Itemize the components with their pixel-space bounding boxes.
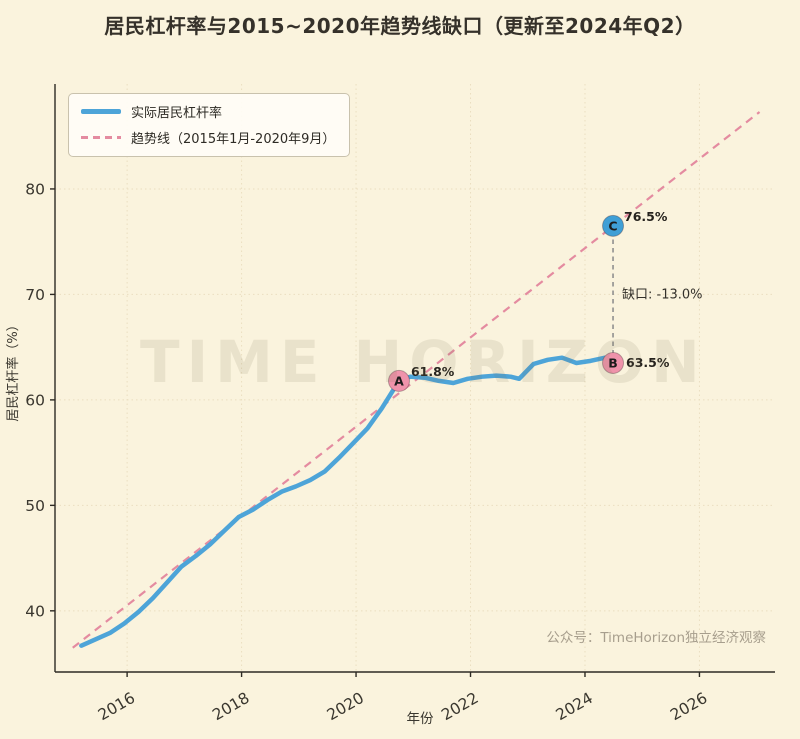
actual-line-swatch-icon: [81, 109, 121, 114]
x-tick-label: 2020: [324, 689, 367, 724]
chart-title: 居民杠杆率与2015~2020年趋势线缺口（更新至2024年Q2）: [104, 14, 696, 38]
legend-box: 实际居民杠杆率 趋势线（2015年1月-2020年9月）: [68, 93, 351, 157]
x-tick-label: 2016: [95, 689, 138, 724]
x-tick-label: 2022: [438, 689, 481, 724]
legend-trend-label: 趋势线（2015年1月-2020年9月）: [131, 132, 336, 147]
legend-item-trend: 趋势线（2015年1月-2020年9月）: [81, 128, 335, 147]
marker-letter-a: A: [394, 373, 404, 388]
trend-line: [72, 111, 761, 649]
legend-item-actual: 实际居民杠杆率: [81, 102, 335, 121]
x-tick-label: 2018: [209, 689, 252, 724]
marker-value-label-c: 76.5%: [624, 209, 668, 224]
marker-letter-c: C: [608, 218, 617, 233]
marker-letter-b: B: [608, 355, 618, 370]
marker-point-b: [602, 351, 625, 374]
marker-point-a: [387, 369, 410, 392]
y-tick-label: 70: [25, 286, 45, 304]
trend-line-swatch-icon: [81, 136, 121, 139]
y-tick-label: 50: [25, 497, 45, 515]
x-axis-label: 年份: [407, 711, 434, 727]
gap-annotation-label: 缺口: -13.0%: [622, 287, 703, 302]
y-axis-label: 居民杠杆率（%）: [5, 318, 21, 421]
y-tick-label: 60: [25, 391, 45, 409]
x-tick-label: 2024: [553, 689, 596, 724]
legend-actual-label: 实际居民杠杆率: [131, 106, 223, 121]
y-tick-label: 80: [25, 180, 45, 198]
credit-text: 公众号：TimeHorizon独立经济观察: [546, 630, 766, 646]
actual-line: [79, 355, 616, 648]
marker-value-label-a: 61.8%: [411, 364, 455, 379]
y-tick-label: 40: [25, 602, 45, 620]
marker-value-label-b: 63.5%: [626, 355, 670, 370]
marker-point-c: [602, 214, 625, 237]
x-tick-label: 2026: [667, 689, 710, 724]
